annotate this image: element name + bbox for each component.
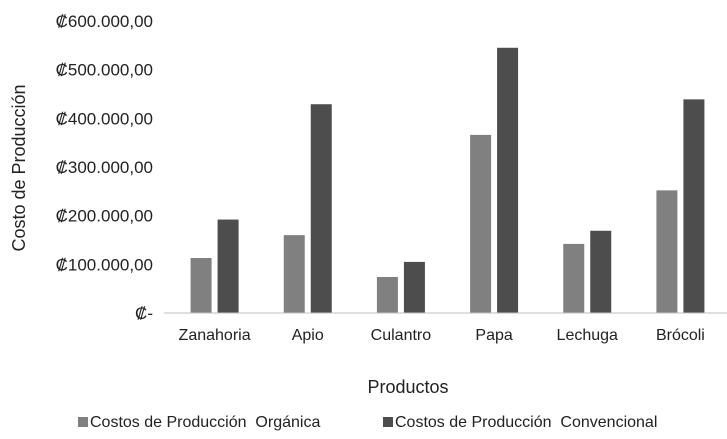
y-tick-label: ₡300.000,00	[56, 158, 153, 177]
legend-item-organica: Costos de Producción Orgánica	[78, 414, 320, 431]
y-tick-label: ₡100.000,00	[56, 255, 153, 274]
y-axis-title: Costo de Producción	[9, 84, 29, 251]
y-tick-label: ₡200.000,00	[56, 207, 153, 226]
legend-swatch	[78, 417, 88, 427]
bar-convencional	[403, 261, 425, 313]
bar-convencional	[590, 230, 612, 313]
x-tick-label: Apio	[292, 327, 324, 344]
legend: Costos de Producción Orgánica Costos de P…	[78, 414, 657, 431]
bar-organica	[376, 276, 398, 313]
y-axis-ticks: ₡- ₡100.000,00 ₡200.000,00 ₡300.000,00 ₡400.…	[56, 12, 153, 323]
bar-organica	[656, 190, 678, 313]
bar-convencional	[310, 104, 332, 313]
legend-swatch	[383, 417, 393, 427]
y-tick-label: ₡600.000,00	[56, 12, 153, 31]
bar-organica	[283, 235, 305, 313]
x-axis-title: Productos	[367, 377, 448, 397]
x-tick-label: Brócoli	[656, 327, 705, 344]
bar-convencional	[497, 47, 519, 314]
x-tick-label: Zanahoria	[179, 327, 251, 344]
legend-label: Costos de Producción Orgánica	[90, 414, 320, 431]
y-tick-label: ₡-	[135, 304, 153, 323]
legend-label: Costos de Producción Convencional	[395, 414, 657, 431]
bar-organica	[470, 134, 492, 313]
bar-convencional	[217, 219, 239, 313]
x-tick-label: Papa	[475, 327, 512, 344]
legend-item-convencional: Costos de Producción Convencional	[383, 414, 657, 431]
x-axis-ticks: Zanahoria Apio Culantro Papa Lechuga Brócoli	[179, 327, 705, 344]
y-tick-label: ₡500.000,00	[56, 61, 153, 80]
bar-organica	[563, 243, 585, 313]
x-tick-label: Lechuga	[557, 327, 618, 344]
bar-convencional	[683, 99, 705, 313]
bar-organica	[190, 258, 212, 313]
y-tick-label: ₡400.000,00	[56, 109, 153, 128]
x-tick-label: Culantro	[371, 327, 432, 344]
bars	[190, 47, 705, 314]
